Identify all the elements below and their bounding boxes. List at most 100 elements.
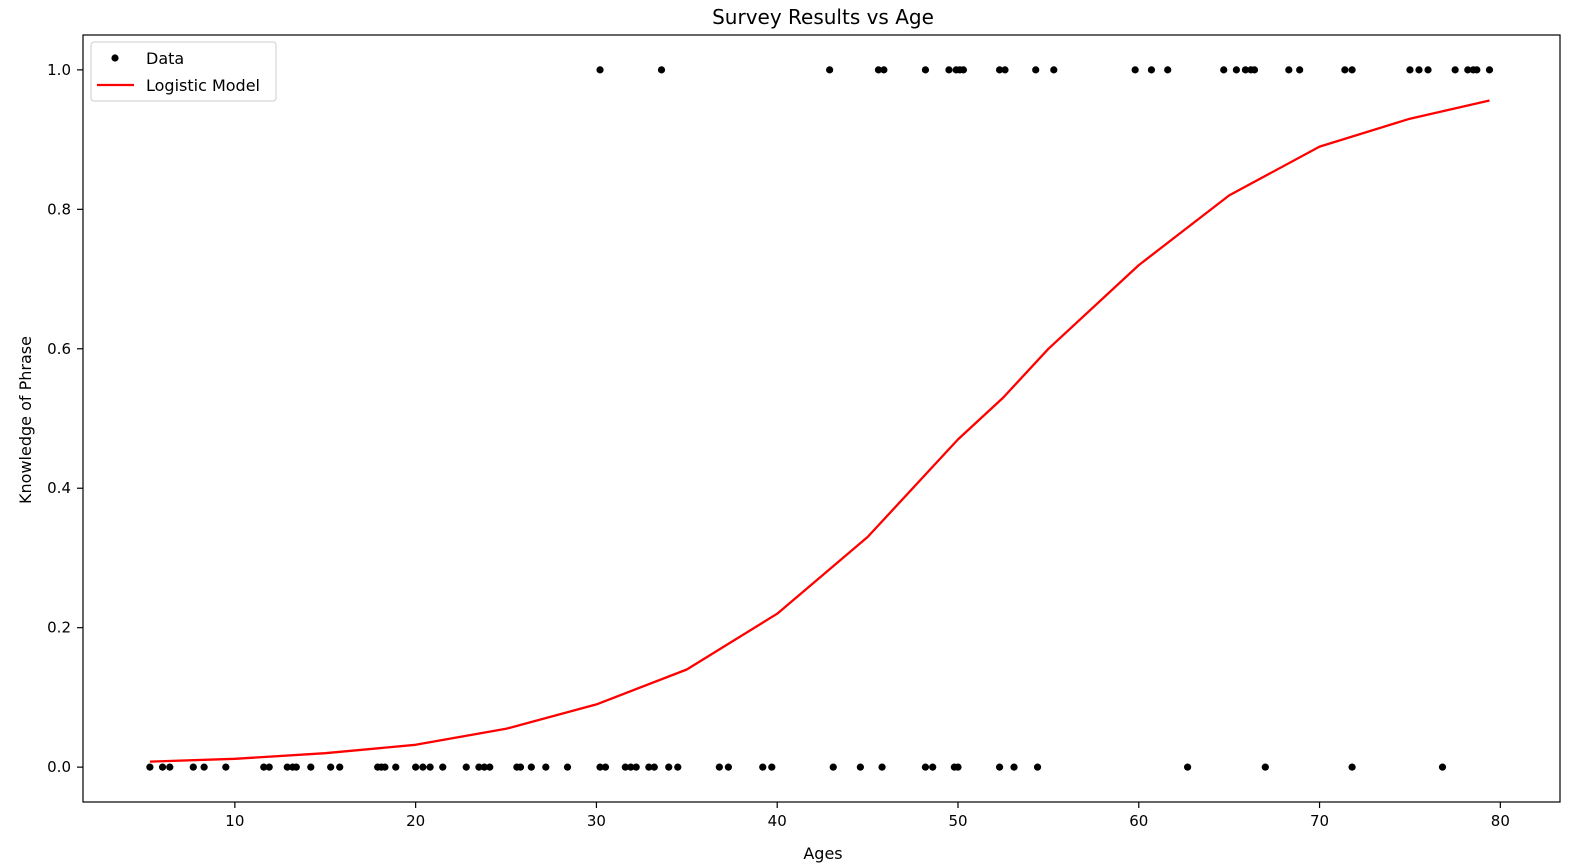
y-tick-label: 0.2 bbox=[47, 619, 71, 637]
data-point bbox=[1220, 66, 1228, 74]
data-point bbox=[426, 763, 434, 771]
data-point bbox=[1406, 66, 1414, 74]
data-point bbox=[596, 763, 604, 771]
data-point bbox=[166, 763, 174, 771]
x-tick-label: 60 bbox=[1129, 812, 1148, 830]
legend: Data Logistic Model bbox=[90, 41, 277, 102]
y-tick-label: 1.0 bbox=[47, 61, 71, 79]
data-point bbox=[1261, 763, 1269, 771]
data-point bbox=[921, 763, 930, 771]
data-point bbox=[1485, 66, 1494, 74]
data-point bbox=[412, 763, 420, 771]
data-point bbox=[665, 763, 673, 771]
data-point bbox=[1341, 66, 1349, 74]
data-point bbox=[596, 66, 604, 74]
x-tick-label: 40 bbox=[768, 812, 787, 830]
data-point bbox=[1451, 66, 1459, 74]
x-tick-label: 50 bbox=[948, 812, 967, 830]
x-tick-label: 10 bbox=[225, 812, 244, 830]
legend-label: Data bbox=[146, 49, 184, 68]
data-point bbox=[222, 763, 230, 771]
data-point bbox=[1296, 66, 1304, 74]
data-point bbox=[527, 763, 535, 771]
x-axis-title: Ages bbox=[803, 844, 842, 863]
data-point bbox=[542, 763, 550, 771]
x-tick-label: 80 bbox=[1491, 812, 1510, 830]
y-axis-title: Knowledge of Phrase bbox=[16, 336, 35, 504]
data-point bbox=[327, 763, 335, 771]
data-point bbox=[563, 763, 572, 771]
data-point bbox=[995, 763, 1004, 771]
data-point bbox=[307, 763, 315, 771]
legend-label: Logistic Model bbox=[146, 76, 260, 95]
data-point bbox=[674, 763, 682, 771]
data-point bbox=[921, 66, 930, 74]
data-point bbox=[954, 763, 962, 771]
data-point bbox=[645, 763, 653, 771]
y-tick-label: 0.0 bbox=[47, 758, 71, 776]
data-point bbox=[1348, 66, 1356, 74]
data-point bbox=[1285, 66, 1293, 74]
data-point bbox=[419, 763, 427, 771]
legend-box bbox=[90, 41, 277, 102]
data-point bbox=[657, 66, 666, 74]
data-point bbox=[768, 763, 776, 771]
data-point bbox=[995, 66, 1004, 74]
data-point bbox=[632, 763, 640, 771]
data-point bbox=[292, 763, 300, 771]
data-point bbox=[1473, 66, 1481, 74]
data-point bbox=[1050, 66, 1058, 74]
chart-title: Survey Results vs Age bbox=[712, 5, 934, 29]
data-point bbox=[929, 763, 937, 771]
data-point bbox=[1415, 66, 1423, 74]
data-point bbox=[601, 763, 610, 771]
y-tick-label: 0.8 bbox=[47, 200, 71, 218]
data-point bbox=[1250, 66, 1259, 74]
data-point bbox=[260, 763, 268, 771]
data-point bbox=[856, 763, 864, 771]
data-point bbox=[1183, 763, 1192, 771]
data-point bbox=[874, 66, 883, 74]
data-point bbox=[1131, 66, 1139, 74]
plot-area: 10 20 30 40 50 60 70 80 0.0 0.2 0.4 0.6 0.8 1.0 Data Lo… bbox=[47, 34, 1561, 830]
data-point bbox=[1232, 66, 1240, 74]
data-point bbox=[1438, 763, 1447, 771]
data-point bbox=[439, 763, 447, 771]
data-point bbox=[1164, 66, 1172, 74]
data-point bbox=[627, 763, 635, 771]
data-point bbox=[200, 763, 208, 771]
data-point bbox=[381, 763, 389, 771]
data-point bbox=[724, 763, 732, 771]
data-point bbox=[621, 763, 629, 771]
data-point bbox=[516, 763, 525, 771]
data-point bbox=[283, 763, 291, 771]
data-point bbox=[826, 66, 834, 74]
data-point bbox=[759, 763, 767, 771]
data-point bbox=[878, 763, 886, 771]
data-point bbox=[829, 763, 837, 771]
data-point bbox=[1010, 763, 1018, 771]
y-tick-label: 0.6 bbox=[47, 340, 71, 358]
legend-marker-dot bbox=[111, 54, 119, 62]
data-point bbox=[158, 763, 167, 771]
data-point bbox=[1147, 66, 1156, 74]
axes-frame bbox=[82, 34, 1561, 803]
data-point bbox=[475, 763, 483, 771]
x-tick-label: 70 bbox=[1310, 812, 1329, 830]
series-line-logistic-model bbox=[149, 99, 1490, 763]
data-point bbox=[189, 763, 197, 771]
x-tick-label: 20 bbox=[406, 812, 425, 830]
data-point bbox=[1033, 763, 1042, 771]
data-point bbox=[1241, 66, 1250, 74]
data-point bbox=[1001, 66, 1009, 74]
data-point bbox=[146, 763, 154, 771]
data-point bbox=[959, 66, 968, 74]
data-point bbox=[650, 763, 658, 771]
data-point bbox=[1032, 66, 1040, 74]
data-point bbox=[945, 66, 953, 74]
data-point bbox=[1464, 66, 1472, 74]
data-point bbox=[462, 763, 470, 771]
data-point bbox=[392, 763, 400, 771]
data-point bbox=[880, 66, 888, 74]
data-point bbox=[715, 763, 723, 771]
